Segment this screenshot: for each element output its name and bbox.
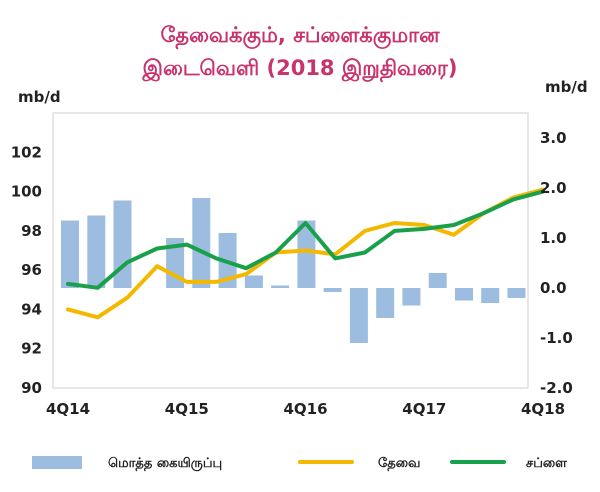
- left-tick-label: 102: [11, 143, 42, 161]
- left-tick-label: 94: [21, 300, 42, 318]
- bar-series: [61, 198, 526, 343]
- bar-10: [323, 288, 342, 292]
- left-tick-label: 98: [21, 222, 42, 240]
- legend-label-2: சப்ளை: [526, 456, 567, 471]
- x-tick-label: 4Q18: [521, 400, 565, 418]
- bar-13: [402, 288, 421, 306]
- left-tick-label: 92: [21, 340, 42, 358]
- right-tick-label: -1.0: [540, 329, 573, 347]
- legend: மொத்த கையிருப்பு தேவை சப்ளை: [32, 456, 567, 471]
- series-line-1: [66, 189, 545, 290]
- left-tick-label: 96: [21, 261, 42, 279]
- left-tick-label: 90: [21, 379, 42, 397]
- right-tick-label: -2.0: [540, 379, 573, 397]
- chart-title-line-2: இடைவெளி (2018 இறுதிவரை): [142, 56, 458, 83]
- series-line-0: [66, 187, 545, 320]
- plot-frame: [52, 112, 529, 389]
- bar-9: [297, 220, 316, 288]
- bar-5: [192, 198, 211, 288]
- right-tick-label: 0.0: [540, 279, 567, 297]
- legend-swatch-bar: [32, 456, 82, 469]
- legend-label-1: தேவை: [378, 456, 420, 471]
- left-tick-label: 100: [11, 183, 42, 201]
- x-tick-label: 4Q14: [46, 400, 90, 418]
- right-tick-label: 1.0: [540, 229, 567, 247]
- axis-ticks: 90 92 94 96 98 100 102 -2.0 -1.0 0.0 1.0 2.0 3.0 4Q14…: [11, 129, 573, 418]
- bar-7: [244, 275, 263, 288]
- bar-1: [87, 215, 106, 288]
- bar-15: [455, 288, 473, 301]
- x-tick-label: 4Q15: [165, 400, 209, 418]
- bar-17: [507, 288, 526, 298]
- right-tick-label: 3.0: [540, 129, 567, 147]
- chart-title-line-1: தேவைக்கும், சப்ளைக்குமான: [161, 23, 441, 50]
- bar-0: [61, 220, 79, 288]
- x-tick-label: 4Q17: [402, 400, 446, 418]
- left-axis-unit-label: mb/d: [18, 88, 61, 106]
- right-tick-label: 2.0: [540, 179, 567, 197]
- bar-8: [271, 285, 290, 288]
- bar-14: [428, 273, 447, 288]
- bar-12: [376, 288, 395, 318]
- legend-label-0: மொத்த கையிருப்பு: [108, 456, 222, 471]
- line-series: [66, 187, 545, 320]
- right-axis-unit-label: mb/d: [545, 78, 588, 96]
- bar-16: [481, 288, 500, 303]
- bar-11: [349, 288, 368, 343]
- x-tick-label: 4Q16: [283, 400, 327, 418]
- bar-2: [113, 200, 132, 288]
